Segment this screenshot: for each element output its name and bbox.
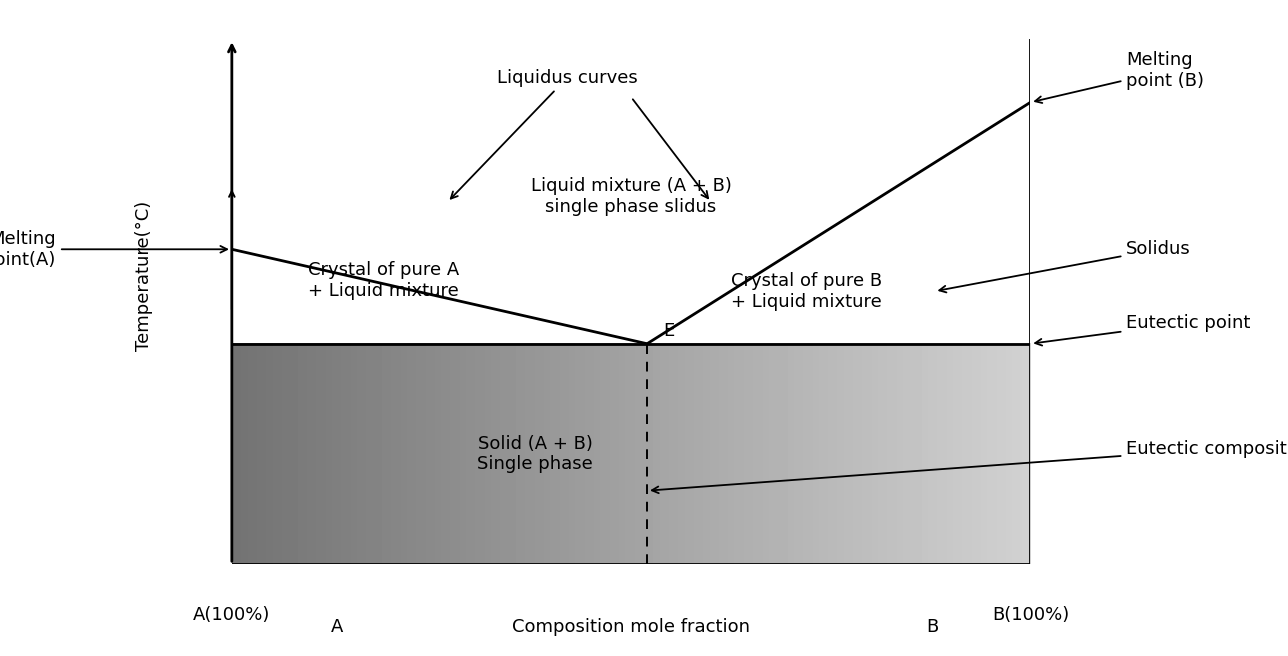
- Text: Temperature(°C): Temperature(°C): [135, 200, 153, 351]
- Text: Solid (A + B)
Single phase: Solid (A + B) Single phase: [478, 434, 594, 474]
- Text: A: A: [331, 618, 344, 636]
- Text: Melting
point(A): Melting point(A): [0, 230, 227, 269]
- Text: Eutectic point: Eutectic point: [1036, 314, 1251, 346]
- Text: Crystal of pure A
+ Liquid mixture: Crystal of pure A + Liquid mixture: [308, 261, 460, 300]
- Text: Solidus: Solidus: [939, 240, 1191, 293]
- Text: Liquidus curves: Liquidus curves: [451, 69, 638, 199]
- Text: B: B: [926, 618, 939, 636]
- Text: B(100%): B(100%): [992, 606, 1069, 624]
- Text: Eutectic composition: Eutectic composition: [652, 440, 1288, 493]
- Text: E: E: [663, 322, 675, 340]
- Text: Liquid mixture (A + B)
single phase slidus: Liquid mixture (A + B) single phase slid…: [531, 177, 732, 216]
- Text: Crystal of pure B
+ Liquid mixture: Crystal of pure B + Liquid mixture: [732, 272, 882, 311]
- Text: A(100%): A(100%): [193, 606, 270, 624]
- Text: Composition mole fraction: Composition mole fraction: [513, 618, 750, 636]
- Text: Melting
point (B): Melting point (B): [1036, 51, 1204, 103]
